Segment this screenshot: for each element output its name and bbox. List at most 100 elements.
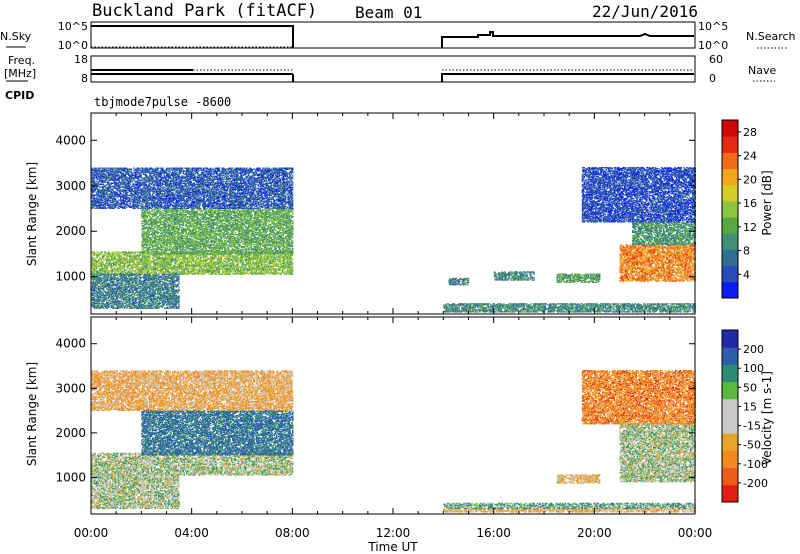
power-cell [102,267,104,268]
power-cell [233,270,235,271]
freq-unit-label: [MHz] [4,67,36,80]
power-cell [233,255,235,256]
power-cell [275,260,277,261]
power-cell [163,271,165,272]
freq-tick-top: 18 [74,53,88,66]
noise-tick-top-right: 10^5 [698,20,728,33]
power-cell [96,263,98,264]
power-cell [227,263,229,264]
power-cell [119,251,121,252]
power-cell [189,263,191,264]
power-cell [117,270,119,271]
nave-label: Nave [748,64,776,77]
freq-label: Freq. [8,54,35,67]
power-cell [111,265,113,266]
power-cell [149,256,151,257]
power-cell [225,261,227,262]
power-cell [249,273,251,274]
power-cell [185,254,187,255]
power-cell [102,253,104,254]
power-cell [142,259,144,260]
power-cell [243,259,245,260]
power-cell [208,273,210,274]
nsky-trace-morning [91,26,293,48]
power-cell [207,261,209,262]
power-cell [234,263,236,264]
nave-tick-top: 60 [709,53,723,66]
power-cell [115,256,117,257]
nsky-trace-evening [442,32,694,48]
power-cell [193,258,195,259]
power-cell [188,267,190,268]
power-cell [162,254,164,255]
power-cell [236,255,238,256]
power-cell [238,257,240,258]
power-cell [103,261,105,262]
power-cell [135,251,137,252]
freq-tick-bottom: 8 [81,72,88,85]
power-cell [112,251,114,252]
power-cell [103,254,105,255]
power-cell [127,258,129,259]
power-cell [262,264,264,265]
power-cell [169,271,171,272]
power-cell [228,267,230,268]
power-cell [165,255,167,256]
cpid-value: tbjmode7pulse -8600 [94,95,231,109]
power-cell [98,252,100,253]
power-cell [138,265,140,266]
power-cell [123,260,125,261]
power-cell [92,256,94,257]
nsearch-label: N.Search [746,30,796,43]
power-cell [203,273,205,274]
power-cell [197,268,199,269]
power-cell [268,265,270,266]
power-cell [262,260,264,261]
power-cell [96,253,98,254]
power-cell [104,257,106,258]
power-cell [157,268,159,269]
power-cell [133,254,135,255]
power-cell [224,255,226,256]
power-cell [122,267,124,268]
freq-trace-evening [442,74,694,82]
power-cell [131,254,133,255]
power-cell [215,272,217,273]
power-cell [246,258,248,259]
power-cell [221,256,223,257]
power-cell [233,261,235,262]
power-cell [244,269,246,270]
power-cell [276,270,278,271]
power-cell [249,265,251,266]
power-cell [191,261,193,262]
power-cell [266,261,268,262]
power-cell [243,267,245,268]
power-cell [230,257,232,258]
noise-tick-bottom-right: 10^0 [698,39,728,52]
power-cell [280,269,282,270]
power-cell [266,263,268,264]
power-cell [185,260,187,261]
power-cell [126,269,128,270]
power-cell [153,257,155,258]
power-cell [171,264,173,265]
power-cell [232,251,234,252]
power-cell [112,268,114,269]
power-cell [110,262,112,263]
power-cell [219,271,221,272]
power-cell [243,261,245,262]
power-cell [249,254,251,255]
power-cell [186,267,188,268]
power-cell [195,267,197,268]
power-cell [200,256,202,257]
power-cell [121,255,123,256]
freq-panel: Freq. [MHz] 18 8 60 0 Nave [4,53,776,85]
power-cell [259,264,261,265]
power-cell [150,251,152,252]
power-cell [267,268,269,269]
station-title: Buckland Park (fitACF) [92,1,317,21]
power-cell [192,262,194,263]
power-cell [133,261,135,262]
power-cell [142,266,144,267]
